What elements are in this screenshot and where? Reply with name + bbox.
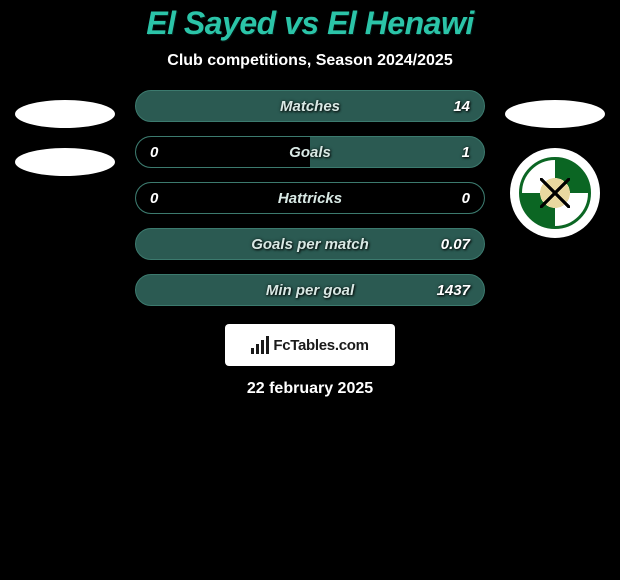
stat-label: Min per goal — [266, 282, 354, 299]
stat-bar: 0 Hattricks 0 — [135, 182, 485, 214]
stat-bar: Min per goal 1437 — [135, 274, 485, 306]
brand-text: FcTables.com — [273, 337, 368, 354]
player-photo-placeholder — [15, 100, 115, 128]
stat-value-right: 0 — [430, 190, 470, 207]
bar-chart-icon — [251, 336, 269, 354]
stat-value-right: 14 — [430, 98, 470, 115]
brand-badge[interactable]: FcTables.com — [225, 324, 395, 366]
stat-label: Goals per match — [251, 236, 369, 253]
stat-label: Hattricks — [278, 190, 342, 207]
comparison-card: El Sayed vs El Henawi Club competitions,… — [0, 0, 620, 440]
player-photo-placeholder — [505, 100, 605, 128]
content-row: Matches 14 0 Goals 1 0 Hattricks 0 Goals per mat… — [0, 90, 620, 306]
stats-column: Matches 14 0 Goals 1 0 Hattricks 0 Goals per mat… — [120, 90, 500, 306]
club-crest-icon — [519, 157, 591, 229]
stat-value-left: 0 — [150, 144, 190, 161]
stat-bar: Goals per match 0.07 — [135, 228, 485, 260]
page-title: El Sayed vs El Henawi — [0, 5, 620, 42]
stat-label: Goals — [289, 144, 331, 161]
stat-bar: 0 Goals 1 — [135, 136, 485, 168]
stat-bar: Matches 14 — [135, 90, 485, 122]
subtitle: Club competitions, Season 2024/2025 — [0, 52, 620, 70]
stat-label: Matches — [280, 98, 340, 115]
stat-value-right: 0.07 — [430, 236, 470, 253]
club-crest — [510, 148, 600, 238]
left-player-column — [10, 90, 120, 176]
stat-value-right: 1437 — [430, 282, 470, 299]
stat-value-left: 0 — [150, 190, 190, 207]
stat-value-right: 1 — [430, 144, 470, 161]
right-player-column — [500, 90, 610, 238]
club-logo-placeholder — [15, 148, 115, 176]
date-label: 22 february 2025 — [0, 380, 620, 398]
